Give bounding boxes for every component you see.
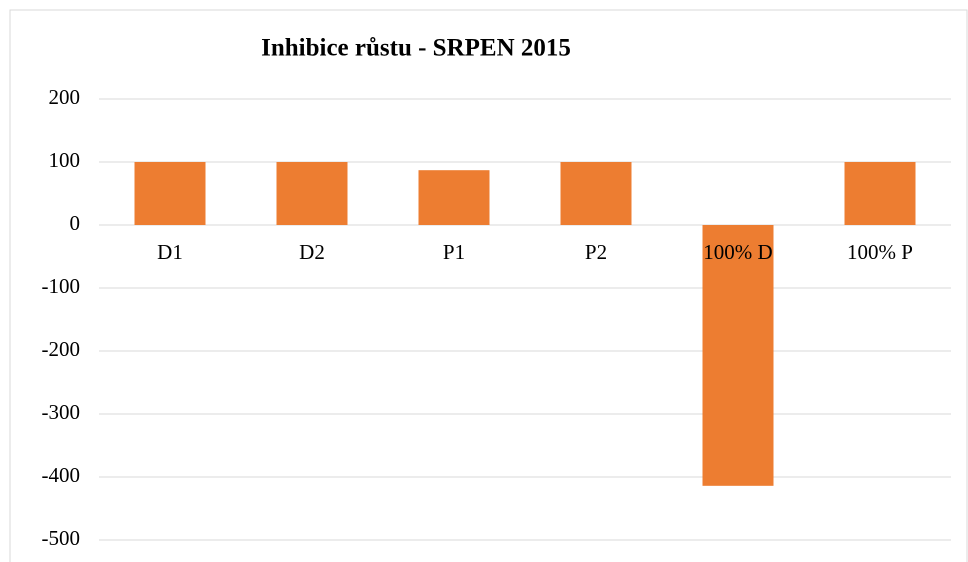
y-tick-label: -200 [42, 337, 81, 361]
y-tick-label: 200 [49, 85, 81, 109]
bar [134, 162, 206, 225]
x-tick-label: 100% D [703, 240, 772, 264]
bar [560, 162, 632, 225]
x-tick-label: D2 [299, 240, 325, 264]
x-tick-label: 100% P [847, 240, 913, 264]
bar [702, 225, 774, 486]
y-tick-label: -500 [42, 526, 81, 550]
x-tick-label: P1 [443, 240, 465, 264]
x-tick-label: D1 [157, 240, 183, 264]
bar [844, 162, 916, 225]
chart-frame [9, 9, 968, 562]
y-tick-label: 0 [70, 211, 81, 235]
bar [276, 162, 348, 225]
y-tick-label: -100 [42, 274, 81, 298]
y-tick-label: -400 [42, 463, 81, 487]
chart-title: Inhibice růstu - SRPEN 2015 [261, 35, 571, 62]
y-tick-label: -300 [42, 400, 81, 424]
y-tick-label: 100 [49, 148, 81, 172]
bar [418, 170, 490, 225]
x-tick-label: P2 [585, 240, 607, 264]
